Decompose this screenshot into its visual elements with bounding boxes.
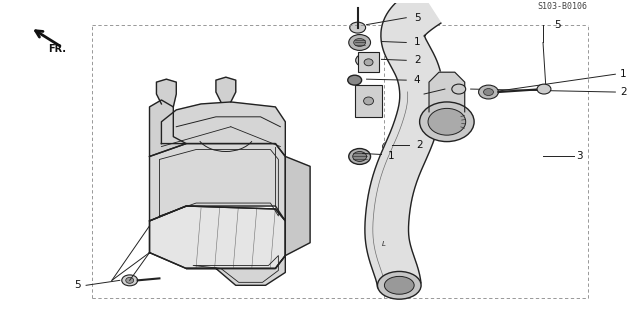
Polygon shape (150, 100, 186, 156)
Ellipse shape (378, 271, 421, 299)
Text: 2: 2 (416, 140, 422, 149)
Ellipse shape (356, 54, 374, 67)
Text: 1: 1 (388, 151, 395, 162)
Ellipse shape (353, 151, 367, 161)
Ellipse shape (484, 89, 493, 95)
Ellipse shape (125, 277, 134, 283)
Text: 4: 4 (414, 75, 420, 85)
Polygon shape (161, 102, 285, 156)
Text: 1: 1 (620, 69, 627, 79)
Text: FR.: FR. (49, 44, 67, 54)
Ellipse shape (479, 85, 499, 99)
Ellipse shape (385, 276, 414, 294)
Text: 2: 2 (620, 87, 627, 97)
Ellipse shape (537, 84, 551, 94)
Text: 3: 3 (577, 151, 583, 162)
Ellipse shape (364, 59, 373, 66)
Polygon shape (150, 144, 285, 221)
Text: S103-B0106: S103-B0106 (538, 2, 588, 11)
Polygon shape (216, 77, 236, 102)
Ellipse shape (428, 108, 466, 135)
Polygon shape (429, 72, 465, 112)
Ellipse shape (348, 75, 362, 85)
Polygon shape (156, 79, 176, 107)
Ellipse shape (354, 38, 365, 46)
Ellipse shape (420, 102, 474, 141)
Text: 5: 5 (414, 13, 420, 23)
Ellipse shape (122, 275, 138, 286)
Ellipse shape (452, 84, 466, 94)
FancyBboxPatch shape (355, 85, 383, 117)
Polygon shape (285, 156, 310, 256)
Polygon shape (150, 206, 285, 268)
Text: 5: 5 (74, 280, 81, 290)
Ellipse shape (349, 148, 371, 164)
FancyBboxPatch shape (358, 52, 380, 72)
Text: 1: 1 (414, 37, 420, 47)
Text: L: L (381, 241, 385, 247)
Polygon shape (186, 256, 285, 285)
Ellipse shape (383, 141, 396, 151)
Text: 5: 5 (554, 20, 561, 30)
Ellipse shape (349, 22, 365, 33)
Ellipse shape (364, 97, 374, 105)
Polygon shape (365, 0, 444, 288)
Text: 2: 2 (414, 55, 420, 65)
Ellipse shape (349, 35, 371, 51)
